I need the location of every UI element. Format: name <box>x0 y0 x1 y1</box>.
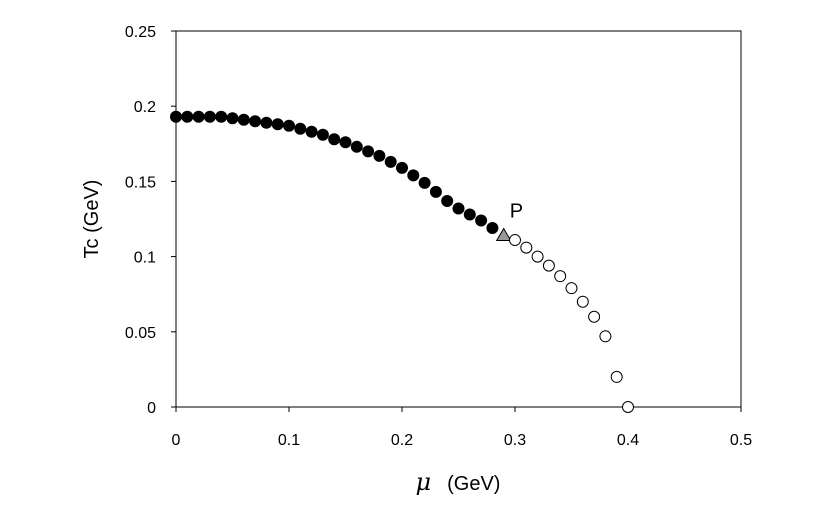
data-point-open <box>565 282 578 295</box>
data-point-open <box>610 370 623 383</box>
y-tick-label: 0.15 <box>125 174 156 191</box>
data-point-filled <box>429 185 442 198</box>
x-axis-label-unit: (GeV) <box>447 473 500 495</box>
data-point-open <box>588 310 601 323</box>
data-point-filled <box>226 112 239 125</box>
data-points <box>170 110 634 413</box>
data-point-filled <box>328 133 341 146</box>
data-point-filled <box>283 119 295 132</box>
data-point-open <box>622 401 634 413</box>
data-point-open <box>509 234 521 247</box>
y-tick-label: 0.25 <box>125 24 156 41</box>
y-tick-label: 0.05 <box>125 325 156 342</box>
x-tick-label: 0.3 <box>504 432 526 449</box>
data-point-filled <box>362 145 375 158</box>
x-tick-label: 0.1 <box>278 432 300 449</box>
y-tick-label: 0.2 <box>134 99 156 116</box>
x-axis-label-symbol: μ <box>416 468 432 496</box>
data-point-filled <box>339 136 352 149</box>
annotation-label: P <box>510 201 523 223</box>
data-point-filled <box>249 115 262 128</box>
data-point-filled <box>215 110 228 123</box>
data-point-filled <box>384 155 397 168</box>
annotations: P <box>510 201 523 223</box>
data-point-filled <box>181 110 194 123</box>
data-point-filled <box>373 149 386 162</box>
data-point-filled <box>203 110 216 123</box>
y-axis-label: Tc (GeV) <box>81 180 103 259</box>
data-point-filled <box>407 169 420 182</box>
y-axis-ticks: 0 0.05 0.1 0.15 0.2 0.25 <box>125 24 176 417</box>
data-point-filled <box>418 176 431 189</box>
x-axis-label: μ (GeV) <box>416 468 501 496</box>
data-point-open <box>542 259 555 272</box>
data-point-open <box>576 295 589 308</box>
x-tick-label: 0.5 <box>730 432 752 449</box>
data-point-filled <box>486 222 499 235</box>
y-tick-label: 0 <box>147 400 156 417</box>
data-point-filled <box>260 116 273 129</box>
data-point-filled <box>441 194 454 207</box>
x-axis-ticks: 0 0.1 0.2 0.3 0.4 0.5 <box>172 407 752 449</box>
data-point-filled <box>452 202 465 215</box>
data-point-open <box>554 270 567 283</box>
x-tick-label: 0.4 <box>617 432 639 449</box>
data-point-filled <box>350 140 363 153</box>
data-point-filled <box>294 122 307 135</box>
data-point-filled <box>475 214 488 227</box>
data-point-filled <box>237 113 250 126</box>
data-point-triangle <box>495 227 512 241</box>
data-point-filled <box>271 118 284 131</box>
data-point-filled <box>192 110 205 123</box>
data-point-filled <box>463 208 476 221</box>
data-point-filled <box>305 125 318 138</box>
data-point-filled <box>170 110 182 123</box>
data-point-open <box>599 330 612 343</box>
data-point-open <box>520 241 533 254</box>
y-tick-label: 0.1 <box>134 250 156 267</box>
x-tick-label: 0.2 <box>391 432 413 449</box>
data-point-filled <box>396 161 408 174</box>
plot-frame <box>175 30 742 408</box>
data-point-open <box>531 250 544 263</box>
x-tick-label: 0 <box>172 432 181 449</box>
data-point-filled <box>316 128 329 141</box>
